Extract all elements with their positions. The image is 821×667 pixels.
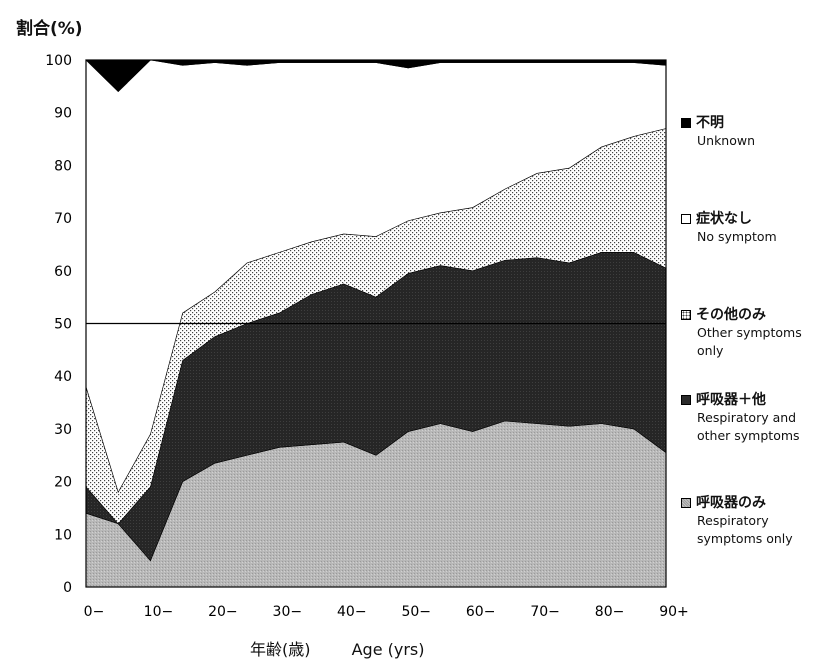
x-axis-title: 年齢(歳) Age (yrs) (250, 636, 461, 660)
legend-label-ja: 不明 (696, 115, 724, 131)
legend-swatch (681, 214, 691, 224)
legend-label-en: No symptom (697, 229, 777, 244)
y-tick-label: 30 (54, 422, 72, 438)
x-tick-label: 70− (530, 604, 560, 620)
y-tick-label: 50 (54, 317, 72, 333)
x-tick-label: 60− (466, 604, 496, 620)
x-axis-title-en: Age (yrs) (351, 640, 425, 659)
legend-swatch (681, 498, 691, 508)
plot-frame (85, 59, 667, 588)
legend-label-ja: 呼吸器＋他 (696, 392, 766, 408)
legend-item: 呼吸器のみ Respiratory symptoms only (681, 494, 821, 548)
x-tick-label: 40− (337, 604, 367, 620)
y-tick-label: 100 (45, 53, 72, 69)
legend-label-ja: その他のみ (696, 307, 766, 323)
y-tick-label: 40 (54, 369, 72, 385)
legend-swatch (681, 310, 691, 320)
legend-item: その他のみ Other symptoms only (681, 306, 821, 360)
legend-item: 症状なし No symptom (681, 210, 821, 246)
y-tick-label: 90 (54, 106, 72, 122)
x-tick-label: 90+ (659, 604, 689, 620)
legend-item: 呼吸器＋他 Respiratory and other symptoms (681, 391, 821, 445)
legend-swatch (681, 395, 691, 405)
x-tick-label: 10− (144, 604, 174, 620)
y-tick-label: 60 (54, 264, 72, 280)
x-tick-label: 0− (84, 604, 105, 620)
x-tick-label: 50− (401, 604, 431, 620)
x-tick-label: 80− (595, 604, 625, 620)
legend-swatch (681, 118, 691, 128)
x-tick-label: 30− (273, 604, 303, 620)
legend-label-ja: 症状なし (696, 211, 752, 227)
legend-label-ja: 呼吸器のみ (696, 495, 766, 511)
x-axis-title-ja: 年齢(歳) (250, 640, 311, 659)
legend-item: 不明 Unknown (681, 114, 821, 150)
y-tick-label: 10 (54, 527, 72, 543)
legend-label-en: Respiratory symptoms only (697, 513, 793, 546)
y-tick-label: 0 (63, 580, 72, 596)
x-tick-label: 20− (208, 604, 238, 620)
legend-label-en: Unknown (697, 133, 756, 148)
y-axis-title: 割合(%) (16, 19, 83, 39)
y-tick-label: 20 (54, 475, 72, 491)
y-tick-label: 70 (54, 211, 72, 227)
legend-label-en: Other symptoms only (697, 325, 802, 358)
y-tick-label: 80 (54, 158, 72, 174)
legend-label-en: Respiratory and other symptoms (697, 410, 800, 443)
